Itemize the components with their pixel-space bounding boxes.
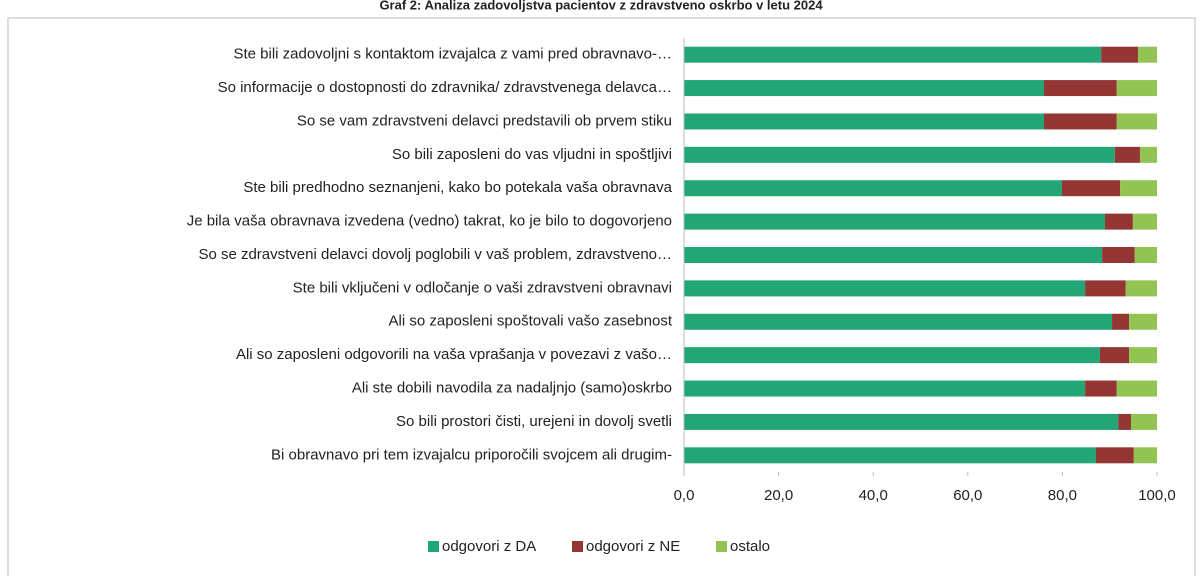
- legend-label: odgovori z DA: [442, 538, 536, 555]
- bar-segment: [684, 313, 1113, 330]
- bar-segment: [1116, 380, 1157, 397]
- bar-segment: [1120, 180, 1157, 197]
- x-tick-label: 60,0: [953, 487, 982, 504]
- bar-segment: [1085, 280, 1126, 297]
- legend-swatch: [428, 541, 439, 552]
- bar-segment: [1138, 46, 1157, 63]
- bar-segment: [1104, 213, 1133, 230]
- bar-segment: [1125, 280, 1157, 297]
- chart-border: [7, 17, 1196, 576]
- bar-segment: [1114, 146, 1140, 163]
- bar-segment: [1099, 347, 1130, 364]
- bar-segment: [1101, 46, 1139, 63]
- y-tick-label: So bili prostori čisti, urejeni in dovol…: [396, 413, 672, 430]
- bar-segment: [684, 46, 1102, 63]
- y-tick-label: So se vam zdravstveni delavci predstavil…: [297, 112, 672, 129]
- bar-segment: [1085, 380, 1117, 397]
- x-tick-label: 80,0: [1048, 487, 1077, 504]
- bar-segment: [1043, 113, 1117, 130]
- bar-segment: [684, 213, 1105, 230]
- chart-title: Graf 2: Analiza zadovoljstva pacientov z…: [379, 0, 823, 12]
- y-tick-label: So se zdravstveni delavci dovolj poglobi…: [198, 246, 672, 263]
- bar-segment: [1118, 413, 1131, 430]
- x-tick-label: 20,0: [764, 487, 793, 504]
- y-tick-label: Ali so zaposleni odgovorili na vaša vpra…: [236, 346, 672, 363]
- bar-segment: [684, 347, 1100, 364]
- y-tick-label: Ali so zaposleni spoštovali vašo zasebno…: [389, 313, 673, 330]
- bar-segment: [1134, 247, 1157, 263]
- bar-segment: [684, 180, 1062, 197]
- bar-segment: [1133, 447, 1157, 464]
- bar-segment: [1116, 113, 1157, 130]
- bar-segment: [1061, 180, 1121, 197]
- bar-segment: [1130, 413, 1157, 430]
- bar-segment: [1112, 313, 1130, 330]
- bar-segment: [1095, 447, 1134, 464]
- legend-label: odgovori z NE: [586, 538, 680, 555]
- bar-segment: [684, 413, 1119, 430]
- legend-swatch: [572, 541, 583, 552]
- bar-segment: [684, 247, 1103, 263]
- bar-segment: [684, 447, 1096, 464]
- y-tick-label: Bi obravnavo pri tem izvajalcu priporoči…: [271, 446, 672, 463]
- bar-segment: [684, 80, 1044, 97]
- y-tick-label: So bili zaposleni do vas vljudni in spoš…: [392, 146, 672, 163]
- y-tick-label: Ste bili zadovoljni s kontaktom izvajalc…: [233, 46, 672, 63]
- legend-swatch: [716, 541, 727, 552]
- bar-segment: [1116, 80, 1157, 97]
- y-tick-label: So informacije o dostopnosti do zdravnik…: [218, 79, 672, 96]
- bar-segment: [1139, 146, 1157, 163]
- bar-segment: [1043, 80, 1117, 97]
- y-tick-label: Ste bili predhodno seznanjeni, kako bo p…: [243, 179, 672, 196]
- bar-segment: [684, 380, 1086, 397]
- x-tick-label: 0,0: [674, 487, 695, 504]
- bar-segment: [1129, 347, 1157, 364]
- bar-segment: [1129, 313, 1157, 330]
- y-tick-label: Je bila vaša obravnava izvedena (vedno) …: [187, 213, 672, 230]
- bar-segment: [1132, 213, 1157, 230]
- bar-segment: [684, 146, 1115, 163]
- bar-segment: [684, 113, 1044, 130]
- bar-segment: [1102, 247, 1135, 263]
- x-tick-label: 40,0: [859, 487, 888, 504]
- bar-segment: [684, 280, 1086, 297]
- y-tick-label: Ali ste dobili navodila za nadaljnjo (sa…: [352, 380, 672, 397]
- legend-label: ostalo: [730, 538, 770, 555]
- x-tick-label: 100,0: [1138, 487, 1176, 504]
- y-tick-label: Ste bili vključeni v odločanje o vaši zd…: [293, 279, 672, 296]
